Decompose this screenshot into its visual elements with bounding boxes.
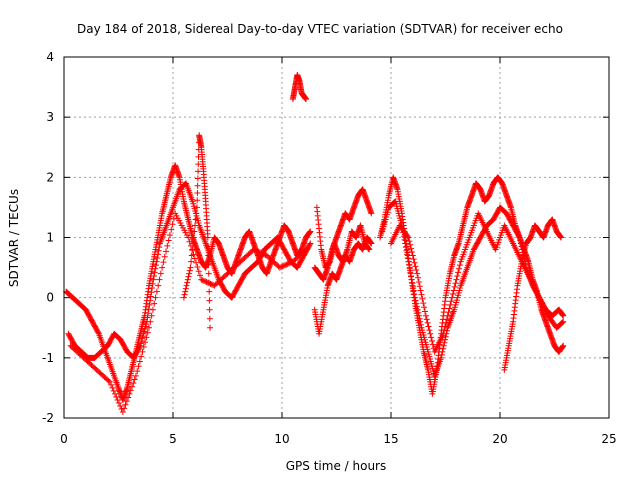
x-tick-label: 0: [60, 432, 68, 446]
y-axis-label: SDTVAR / TECUs: [7, 189, 21, 287]
x-tick-label: 10: [274, 432, 289, 446]
series-sdtvar-trace-c: [67, 210, 309, 415]
series-sdtvar-trace-j: [388, 210, 567, 355]
data-point-marks: [67, 210, 309, 415]
series-sdtvar-peak: [289, 72, 309, 103]
plot-frame: [63, 56, 610, 419]
x-tick-label: 20: [492, 432, 507, 446]
series-sdtvar-trace-g: [313, 204, 373, 271]
y-tick-label: -1: [42, 351, 54, 365]
data-point-marks: [501, 216, 565, 373]
data-point-marks: [388, 210, 567, 355]
y-tick-labels: -2 -1 0 1 2 3 4: [42, 50, 54, 425]
data-points: [63, 72, 567, 415]
series-sdtvar-trace-b: [65, 180, 314, 361]
data-point-marks: [180, 132, 214, 331]
y-tick-label: 3: [46, 110, 54, 124]
series-sdtvar-trace-d: [180, 132, 214, 331]
x-tick-label: 25: [601, 432, 616, 446]
x-tick-label: 5: [169, 432, 177, 446]
data-point-marks: [313, 204, 373, 271]
y-tick-label: -2: [42, 411, 54, 425]
y-tick-label: 4: [46, 50, 54, 64]
y-tick-label: 2: [46, 170, 54, 184]
data-point-marks: [377, 174, 567, 397]
y-tick-label: 0: [46, 291, 54, 305]
x-axis-label: GPS time / hours: [286, 459, 387, 473]
y-tick-label: 1: [46, 231, 54, 245]
series-sdtvar-trace-k: [501, 216, 565, 373]
data-point-marks: [289, 72, 309, 103]
x-tick-label: 15: [383, 432, 398, 446]
data-point-marks: [65, 180, 314, 361]
series-sdtvar-trace-h: [377, 174, 567, 397]
chart-title: Day 184 of 2018, Sidereal Day-to-day VTE…: [77, 22, 563, 36]
x-tick-labels: 0 5 10 15 20 25: [60, 432, 616, 446]
